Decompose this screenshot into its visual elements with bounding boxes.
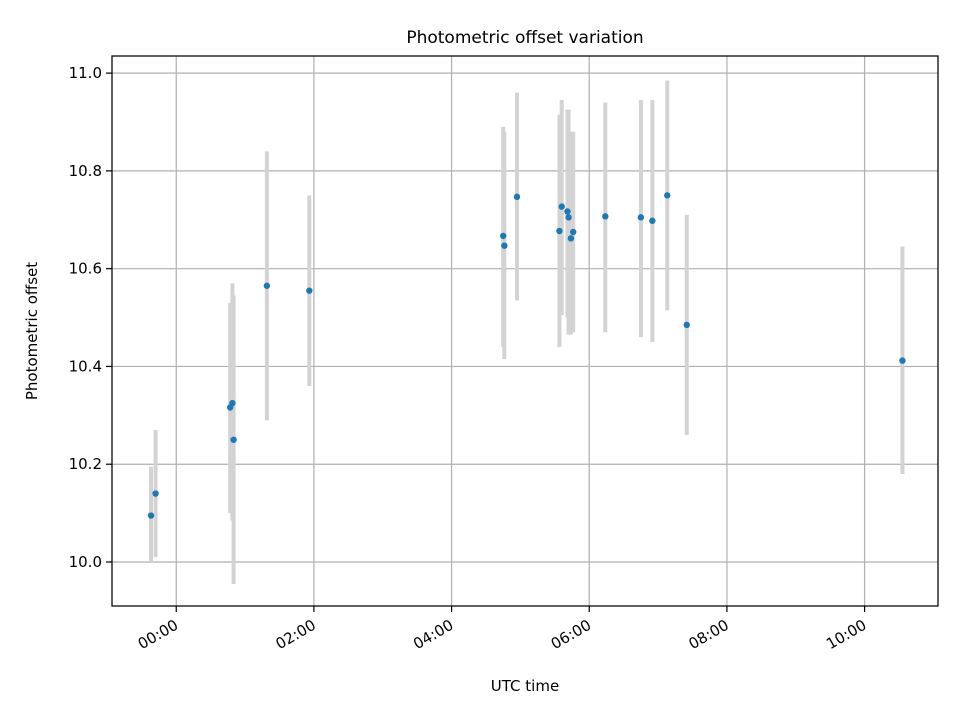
y-tick-label: 10.6 bbox=[69, 260, 102, 278]
data-point bbox=[556, 227, 563, 235]
data-point bbox=[565, 214, 572, 221]
data-point bbox=[602, 213, 609, 220]
data-point bbox=[263, 282, 271, 289]
y-tick-label: 11.0 bbox=[69, 64, 102, 82]
data-points bbox=[147, 192, 906, 519]
y-tick-label: 10.4 bbox=[69, 357, 102, 375]
data-point bbox=[306, 287, 313, 294]
data-point bbox=[683, 321, 690, 329]
data-point bbox=[564, 208, 571, 215]
data-point bbox=[558, 203, 565, 210]
data-point bbox=[649, 217, 656, 224]
y-tick-label: 10.8 bbox=[69, 162, 102, 180]
grid-lines bbox=[112, 56, 938, 606]
data-point bbox=[152, 490, 159, 497]
data-point bbox=[147, 512, 155, 519]
data-point bbox=[569, 228, 577, 236]
data-point bbox=[500, 232, 507, 240]
y-tick-label: 10.2 bbox=[69, 455, 102, 473]
plot-frame bbox=[111, 55, 939, 607]
y-axis-ticks: 10.0 10.2 10.4 10.6 10.8 11.0 bbox=[69, 64, 112, 571]
chart-title: Photometric offset variation bbox=[406, 28, 643, 48]
x-axis-label: UTC time bbox=[491, 677, 559, 695]
data-point bbox=[637, 214, 645, 221]
data-point bbox=[567, 235, 575, 242]
data-point bbox=[230, 436, 237, 443]
data-point bbox=[501, 242, 508, 249]
data-point bbox=[899, 357, 906, 364]
data-point bbox=[664, 192, 671, 199]
y-axis-label: Photometric offset bbox=[23, 262, 41, 400]
data-point bbox=[229, 399, 236, 407]
y-tick-label: 10.0 bbox=[69, 553, 102, 571]
data-point bbox=[513, 193, 521, 200]
